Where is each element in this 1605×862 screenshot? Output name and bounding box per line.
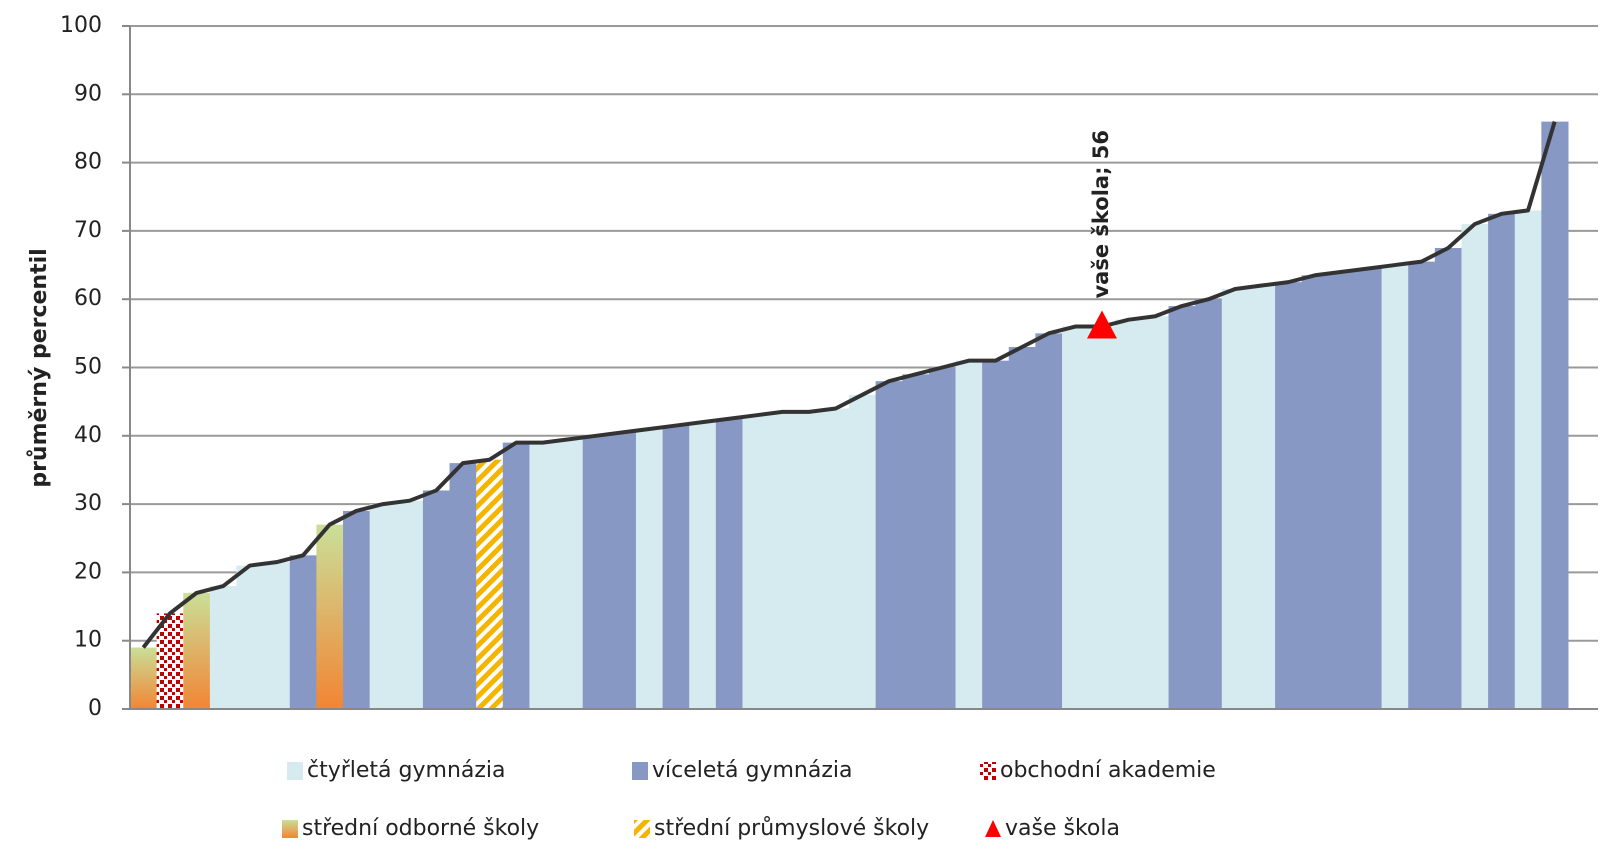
bar bbox=[609, 432, 637, 709]
legend-swatch bbox=[632, 762, 648, 780]
bar bbox=[1195, 299, 1223, 709]
bar bbox=[662, 425, 690, 709]
bar bbox=[582, 435, 610, 709]
bar bbox=[1408, 261, 1436, 709]
y-tick-label: 20 bbox=[74, 559, 102, 584]
legend-label: obchodní akademie bbox=[1000, 758, 1216, 783]
bar bbox=[1115, 319, 1143, 709]
y-tick-label: 70 bbox=[74, 218, 102, 243]
y-tick-label: 40 bbox=[74, 423, 102, 448]
bar bbox=[502, 442, 530, 709]
y-tick-label: 30 bbox=[74, 491, 102, 516]
bar bbox=[982, 360, 1010, 709]
bar bbox=[1248, 285, 1276, 709]
bar bbox=[1381, 265, 1409, 709]
bar bbox=[343, 510, 371, 709]
y-tick-label: 60 bbox=[74, 286, 102, 311]
legend-label: vaše škola bbox=[1005, 816, 1120, 841]
bar bbox=[1541, 121, 1569, 710]
legend-swatch bbox=[634, 820, 650, 838]
y-tick-label: 10 bbox=[74, 628, 102, 653]
legend-label: střední odborné školy bbox=[302, 816, 539, 841]
bar bbox=[130, 647, 158, 709]
bar bbox=[396, 500, 424, 709]
bar bbox=[449, 463, 477, 709]
bar bbox=[1221, 288, 1249, 709]
bar bbox=[742, 415, 770, 709]
bars bbox=[130, 121, 1569, 710]
bar bbox=[422, 490, 451, 709]
bar bbox=[1062, 326, 1090, 709]
y-tick-label: 90 bbox=[74, 81, 102, 106]
legend-swatch bbox=[287, 762, 303, 780]
bar bbox=[369, 504, 397, 709]
legend-item: vaše škola bbox=[985, 816, 1120, 841]
bar bbox=[183, 592, 211, 709]
bar bbox=[822, 408, 850, 709]
bar bbox=[529, 442, 557, 709]
bar bbox=[1035, 333, 1063, 709]
bar bbox=[476, 459, 504, 709]
trend-line bbox=[141, 121, 1557, 649]
legend-swatch bbox=[980, 762, 996, 780]
bar bbox=[635, 428, 664, 709]
bar bbox=[1354, 268, 1383, 709]
bar bbox=[236, 565, 264, 709]
bar bbox=[1514, 210, 1542, 709]
bar bbox=[1488, 213, 1516, 709]
bar bbox=[1008, 347, 1036, 709]
legend-item: střední odborné školy bbox=[282, 816, 539, 841]
y-axis-label: průměrný percentil bbox=[27, 248, 52, 487]
school-marker bbox=[1086, 310, 1117, 339]
bar bbox=[209, 586, 238, 709]
legend-label: víceletá gymnázia bbox=[652, 758, 853, 783]
bar bbox=[689, 422, 717, 709]
bar bbox=[902, 374, 930, 709]
legend-item: obchodní akademie bbox=[980, 758, 1216, 783]
bar bbox=[769, 411, 797, 709]
legend-label: čtyřletá gymnázia bbox=[307, 758, 506, 783]
bar bbox=[928, 367, 957, 709]
bar bbox=[1301, 275, 1329, 709]
bar bbox=[1168, 306, 1196, 709]
bar bbox=[795, 411, 823, 709]
bar bbox=[289, 555, 317, 709]
legend-item: střední průmyslové školy bbox=[634, 816, 929, 841]
legend-swatch bbox=[282, 820, 298, 838]
legend-item: víceletá gymnázia bbox=[632, 758, 853, 783]
bar bbox=[715, 418, 743, 709]
y-tick-label: 80 bbox=[74, 150, 102, 175]
bar bbox=[1434, 247, 1462, 709]
y-tick-label: 100 bbox=[60, 13, 102, 38]
y-tick-label: 50 bbox=[74, 355, 102, 380]
bar bbox=[156, 613, 184, 709]
bar bbox=[875, 381, 903, 709]
bar bbox=[1328, 271, 1356, 709]
legend-swatch bbox=[985, 820, 1001, 837]
overlay: vaše škola; 56 bbox=[129, 26, 1598, 710]
bar bbox=[955, 360, 983, 709]
bar bbox=[1461, 224, 1489, 709]
bar bbox=[556, 439, 584, 709]
bar bbox=[1141, 316, 1170, 709]
bar bbox=[263, 562, 291, 709]
legend-label: střední průmyslové školy bbox=[654, 816, 929, 841]
bar bbox=[316, 524, 344, 709]
bar bbox=[849, 394, 877, 709]
legend-item: čtyřletá gymnázia bbox=[287, 758, 506, 783]
data-label: vaše škola; 56 bbox=[1089, 130, 1113, 299]
bar bbox=[1088, 326, 1116, 709]
y-tick-label: 0 bbox=[88, 696, 102, 721]
bar bbox=[1275, 282, 1303, 709]
